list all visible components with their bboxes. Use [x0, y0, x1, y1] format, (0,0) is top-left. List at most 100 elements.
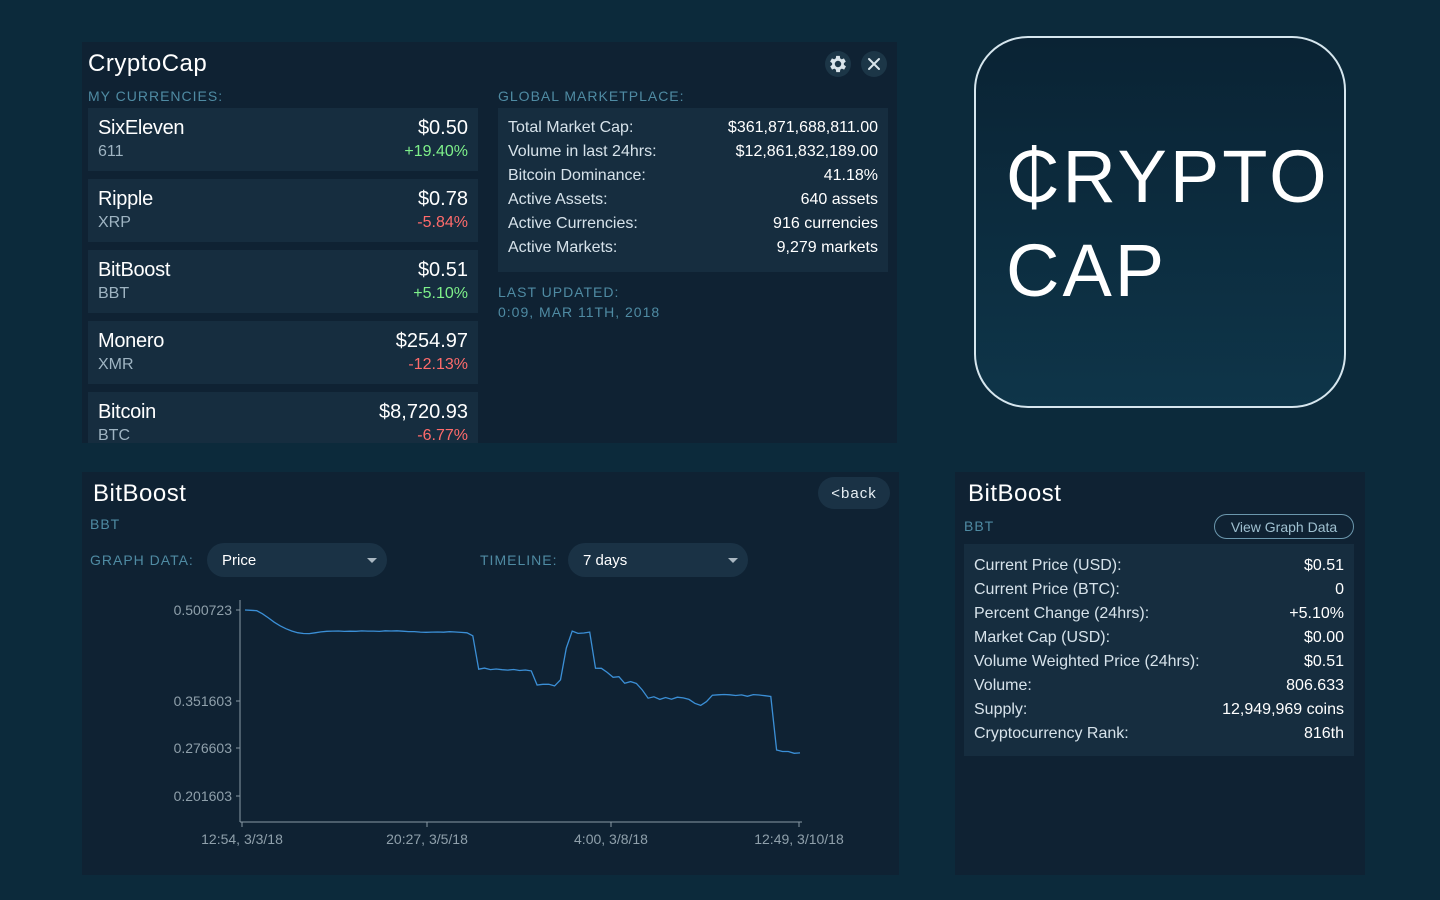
currency-row-monero[interactable]: Monero XMR $254.97 -12.13%	[88, 321, 478, 384]
global-row-label: Active Currencies:	[508, 215, 638, 232]
close-icon	[868, 58, 880, 70]
currency-change: +19.40%	[404, 143, 468, 160]
chevron-down-icon	[728, 558, 738, 563]
view-graph-data-button[interactable]: View Graph Data	[1214, 514, 1354, 539]
detail-row-value: $0.51	[1303, 557, 1344, 574]
global-row: Bitcoin Dominance: 41.18%	[508, 164, 878, 188]
logo-line-1: ₵RYPTO	[1006, 135, 1330, 218]
detail-row: Cryptocurrency Rank: 816th	[974, 722, 1344, 746]
global-row: Active Currencies: 916 currencies	[508, 212, 878, 236]
currency-row-ripple[interactable]: Ripple XRP $0.78 -5.84%	[88, 179, 478, 242]
graph-data-select[interactable]: Price	[207, 543, 387, 577]
global-row: Active Assets: 640 assets	[508, 188, 878, 212]
currency-row-sixeleven[interactable]: SixEleven 611 $0.50 +19.40%	[88, 108, 478, 171]
timeline-value: 7 days	[583, 551, 628, 569]
last-updated-label: LAST UPDATED:	[498, 284, 620, 300]
global-row-label: Active Assets:	[508, 191, 608, 208]
graph-data-value: Price	[222, 551, 257, 569]
currency-change: +5.10%	[413, 285, 468, 302]
x-tick-label: 20:27, 3/5/18	[386, 831, 468, 847]
y-ticks: 0.500723 0.351603 0.276603 0.201603	[174, 602, 240, 804]
global-row: Total Market Cap: $361,871,688,811.00	[508, 116, 878, 140]
currency-price: $0.50	[417, 117, 468, 139]
detail-row-value: 806.633	[1286, 677, 1344, 694]
detail-box: Current Price (USD): $0.51 Current Price …	[964, 544, 1354, 756]
y-tick-label: 0.351603	[174, 693, 233, 709]
gear-icon	[830, 55, 846, 73]
currency-name: Monero	[98, 330, 165, 352]
currency-name: Bitcoin	[98, 401, 156, 423]
detail-symbol: BBT	[964, 518, 995, 534]
graph-data-label: GRAPH DATA:	[90, 552, 194, 568]
detail-row-label: Current Price (USD):	[974, 557, 1122, 574]
detail-row: Volume Weighted Price (24hrs): $0.51	[974, 650, 1344, 674]
currency-name: SixEleven	[98, 117, 185, 139]
timeline-label: TIMELINE:	[480, 552, 558, 568]
global-row-value: $12,861,832,189.00	[735, 143, 878, 160]
settings-button[interactable]	[825, 51, 851, 77]
graph-panel: BitBoost BBT <back GRAPH DATA: Price TIM…	[82, 472, 899, 875]
detail-row-value: 0	[1335, 581, 1344, 598]
graph-panel-symbol: BBT	[90, 516, 121, 532]
global-row: Active Markets: 9,279 markets	[508, 236, 878, 260]
app-title: CryptoCap	[88, 50, 208, 77]
global-row-value: 9,279 markets	[776, 239, 878, 256]
y-tick-label: 0.201603	[174, 788, 233, 804]
detail-row: Supply: 12,949,969 coins	[974, 698, 1344, 722]
currency-price: $254.97	[395, 330, 468, 352]
detail-row: Volume: 806.633	[974, 674, 1344, 698]
x-tick-label: 12:54, 3/3/18	[201, 831, 283, 847]
global-row-value: 916 currencies	[773, 215, 878, 232]
detail-row: Current Price (BTC): 0	[974, 578, 1344, 602]
cryptocap-logo: ₵RYPTO CAP	[974, 36, 1346, 408]
chevron-down-icon	[367, 558, 377, 563]
detail-row-value: $0.51	[1303, 653, 1344, 670]
currency-row-bitboost[interactable]: BitBoost BBT $0.51 +5.10%	[88, 250, 478, 313]
currency-symbol: BTC	[98, 427, 130, 443]
detail-row-value: 816th	[1303, 725, 1344, 742]
global-marketplace-box: Total Market Cap: $361,871,688,811.00 Vol…	[498, 108, 888, 272]
currency-change: -12.13%	[408, 356, 468, 373]
detail-row-label: Supply:	[974, 701, 1028, 718]
x-tick-label: 4:00, 3/8/18	[574, 831, 648, 847]
detail-row-label: Volume:	[974, 677, 1032, 694]
y-tick-label: 0.276603	[174, 740, 233, 756]
detail-row-label: Volume Weighted Price (24hrs):	[974, 653, 1200, 670]
graph-panel-title: BitBoost	[93, 480, 187, 507]
detail-row-value: +5.10%	[1289, 605, 1344, 622]
detail-row-label: Percent Change (24hrs):	[974, 605, 1150, 622]
currency-price: $0.51	[417, 259, 468, 281]
currency-price: $8,720.93	[379, 401, 468, 423]
global-row-label: Active Markets:	[508, 239, 618, 256]
currency-price: $0.78	[417, 188, 468, 210]
timeline-select[interactable]: 7 days	[568, 543, 748, 577]
currency-panel: CryptoCap MY CURRENCIES: GLOBAL MARKETPL…	[82, 42, 897, 443]
detail-row: Percent Change (24hrs): +5.10%	[974, 602, 1344, 626]
x-ticks: 12:54, 3/3/18 20:27, 3/5/18 4:00, 3/8/18 12…	[201, 822, 844, 847]
price-line	[244, 609, 801, 754]
currency-row-bitcoin[interactable]: Bitcoin BTC $8,720.93 -6.77%	[88, 392, 478, 443]
global-row-label: Total Market Cap:	[508, 119, 634, 136]
currency-name: BitBoost	[98, 259, 171, 281]
my-currencies-label: MY CURRENCIES:	[88, 88, 224, 104]
logo-line-2: CAP	[1006, 229, 1168, 312]
back-button[interactable]: <back	[818, 477, 890, 509]
global-row-value: 41.18%	[823, 167, 878, 184]
detail-row-label: Cryptocurrency Rank:	[974, 725, 1129, 742]
currency-symbol: XMR	[98, 356, 134, 373]
last-updated-value: 0:09, MAR 11TH, 2018	[498, 304, 661, 320]
currency-symbol: BBT	[98, 285, 130, 302]
y-tick-label: 0.500723	[174, 602, 233, 618]
x-tick-label: 12:49, 3/10/18	[754, 831, 844, 847]
detail-row-value: 12,949,969 coins	[1222, 701, 1344, 718]
detail-row-label: Market Cap (USD):	[974, 629, 1111, 646]
global-row: Volume in last 24hrs: $12,861,832,189.00	[508, 140, 878, 164]
currency-change: -5.84%	[417, 214, 468, 231]
detail-row-value: $0.00	[1303, 629, 1344, 646]
detail-row: Current Price (USD): $0.51	[974, 554, 1344, 578]
global-row-label: Volume in last 24hrs:	[508, 143, 657, 160]
detail-title: BitBoost	[968, 480, 1062, 507]
global-marketplace-label: GLOBAL MARKETPLACE:	[498, 88, 685, 104]
close-button[interactable]	[861, 51, 887, 77]
global-row-label: Bitcoin Dominance:	[508, 167, 646, 184]
